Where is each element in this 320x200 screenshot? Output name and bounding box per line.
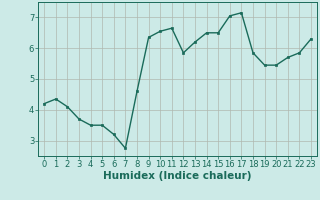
X-axis label: Humidex (Indice chaleur): Humidex (Indice chaleur) — [103, 171, 252, 181]
